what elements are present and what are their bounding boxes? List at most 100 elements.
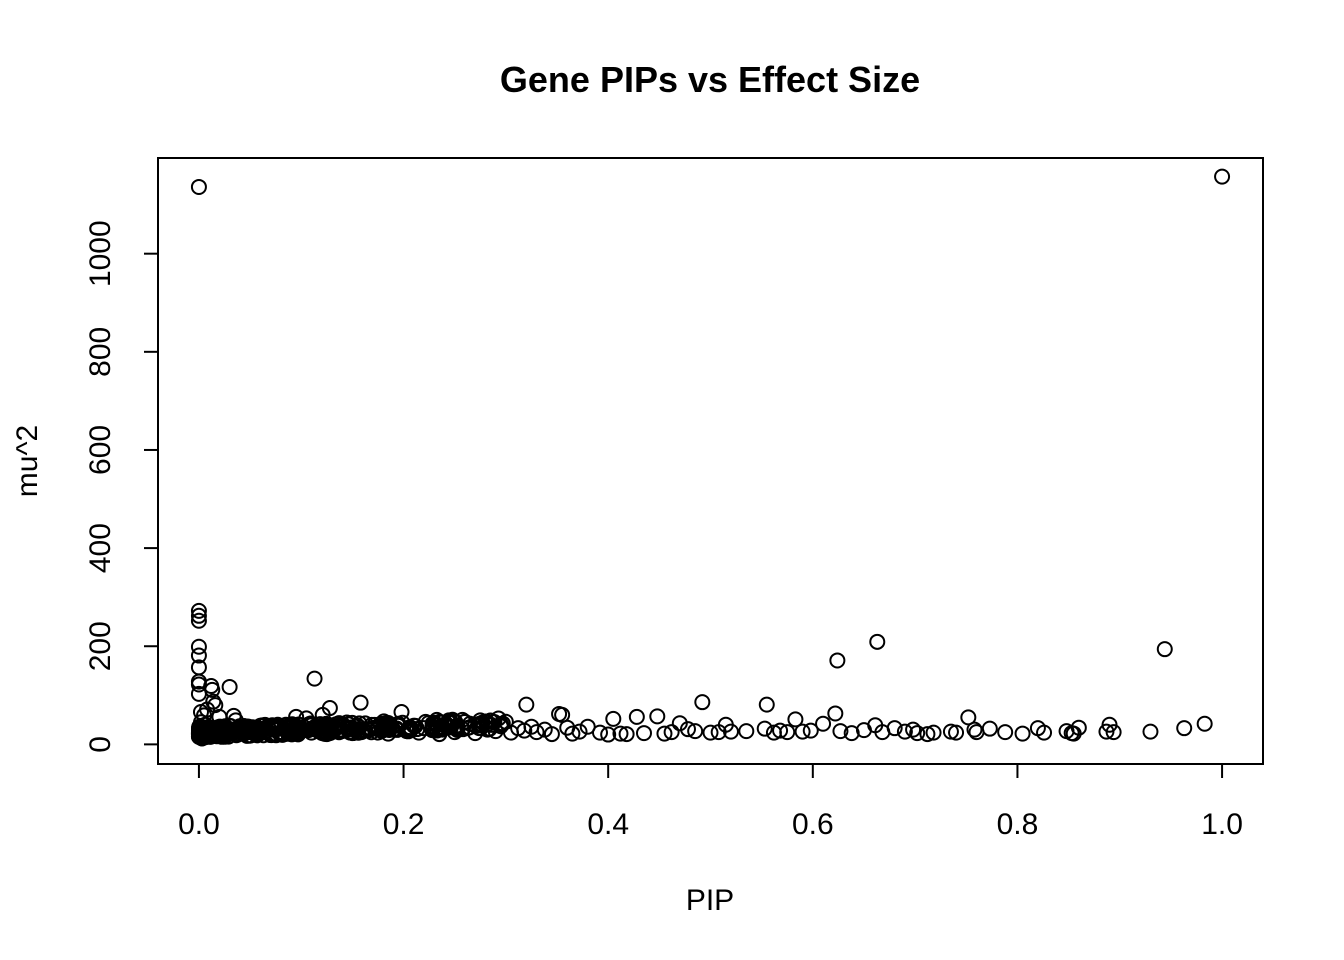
data-point: [352, 694, 369, 711]
data-point: [272, 724, 289, 741]
data-point: [702, 724, 719, 741]
data-point: [571, 723, 588, 740]
data-point: [1036, 724, 1053, 741]
data-point: [409, 721, 426, 738]
data-point: [832, 723, 849, 740]
data-point: [432, 721, 449, 738]
data-point: [199, 701, 216, 718]
chart-title: Gene PIPs vs Effect Size: [500, 59, 920, 100]
data-point: [543, 726, 560, 743]
data-point: [221, 678, 238, 695]
data-point: [211, 720, 228, 737]
data-point: [424, 720, 441, 737]
data-point: [190, 647, 207, 664]
x-tick-label: 0.2: [383, 808, 425, 841]
x-tick-label: 0.6: [792, 808, 834, 841]
data-point: [919, 726, 936, 743]
data-point: [1196, 715, 1213, 732]
data-point: [318, 716, 335, 733]
data-point: [896, 723, 913, 740]
data-point: [981, 720, 998, 737]
data-point: [442, 719, 459, 736]
data-point: [1105, 724, 1122, 741]
data-point: [376, 719, 393, 736]
data-point: [528, 724, 545, 741]
data-point: [612, 725, 629, 742]
data-point: [605, 710, 622, 727]
data-point: [722, 723, 739, 740]
data-point: [199, 722, 216, 739]
y-axis-label: mu^2: [11, 425, 44, 497]
data-point: [190, 638, 207, 655]
data-point: [869, 633, 886, 650]
data-point: [343, 723, 360, 740]
data-point: [618, 726, 635, 743]
y-tick-label: 800: [84, 327, 117, 377]
data-point: [656, 725, 673, 742]
data-point: [1214, 168, 1231, 185]
data-point: [758, 696, 775, 713]
data-point: [663, 724, 680, 741]
data-point: [345, 725, 362, 742]
data-point: [246, 724, 263, 741]
data-point: [190, 602, 207, 619]
x-axis: 0.0 0.2 0.4 0.6 0.8 1.0: [178, 763, 1243, 841]
y-axis: 0 200 400 600 800 1000: [84, 220, 159, 753]
data-point: [190, 178, 207, 195]
data-point: [886, 720, 903, 737]
data-point: [190, 607, 207, 624]
data-point: [635, 725, 652, 742]
data-point: [649, 708, 666, 725]
data-point: [249, 727, 266, 744]
y-tick-label: 0: [84, 736, 117, 753]
data-point: [485, 714, 502, 731]
x-tick-label: 0.4: [587, 808, 629, 841]
data-point: [190, 612, 207, 629]
data-point: [197, 728, 214, 745]
data-point: [321, 700, 338, 717]
data-point: [671, 715, 688, 732]
data-point: [905, 721, 922, 738]
data-point: [1176, 720, 1193, 737]
data-point: [564, 725, 581, 742]
data-point: [829, 652, 846, 669]
data-point: [738, 723, 755, 740]
data-point: [600, 726, 617, 743]
data-point: [1070, 719, 1087, 736]
y-tick-label: 200: [84, 621, 117, 671]
data-point: [779, 724, 796, 741]
plot-frame: [157, 157, 1264, 765]
x-tick-label: 0.8: [997, 808, 1039, 841]
data-point: [1142, 723, 1159, 740]
data-point: [909, 725, 926, 742]
data-point: [227, 721, 244, 738]
data-point: [1014, 725, 1031, 742]
data-point: [687, 723, 704, 740]
data-points: [190, 168, 1231, 747]
x-axis-label: PIP: [686, 884, 734, 917]
data-point: [694, 694, 711, 711]
data-point: [1156, 641, 1173, 658]
data-point: [827, 705, 844, 722]
data-point: [204, 681, 221, 698]
data-point: [483, 716, 500, 733]
x-tick-label: 0.0: [178, 808, 220, 841]
data-point: [815, 715, 832, 732]
data-point: [401, 719, 418, 736]
data-point: [997, 724, 1014, 741]
x-tick-label: 1.0: [1201, 808, 1243, 841]
data-point: [442, 713, 459, 730]
data-point: [756, 720, 773, 737]
data-point: [966, 721, 983, 738]
data-point: [628, 708, 645, 725]
y-tick-label: 400: [84, 523, 117, 573]
data-point: [518, 696, 535, 713]
data-point: [466, 717, 483, 734]
data-point: [190, 676, 207, 693]
data-point: [960, 709, 977, 726]
data-point: [679, 721, 696, 738]
data-point: [787, 711, 804, 728]
data-point: [925, 724, 942, 741]
data-point: [802, 722, 819, 739]
